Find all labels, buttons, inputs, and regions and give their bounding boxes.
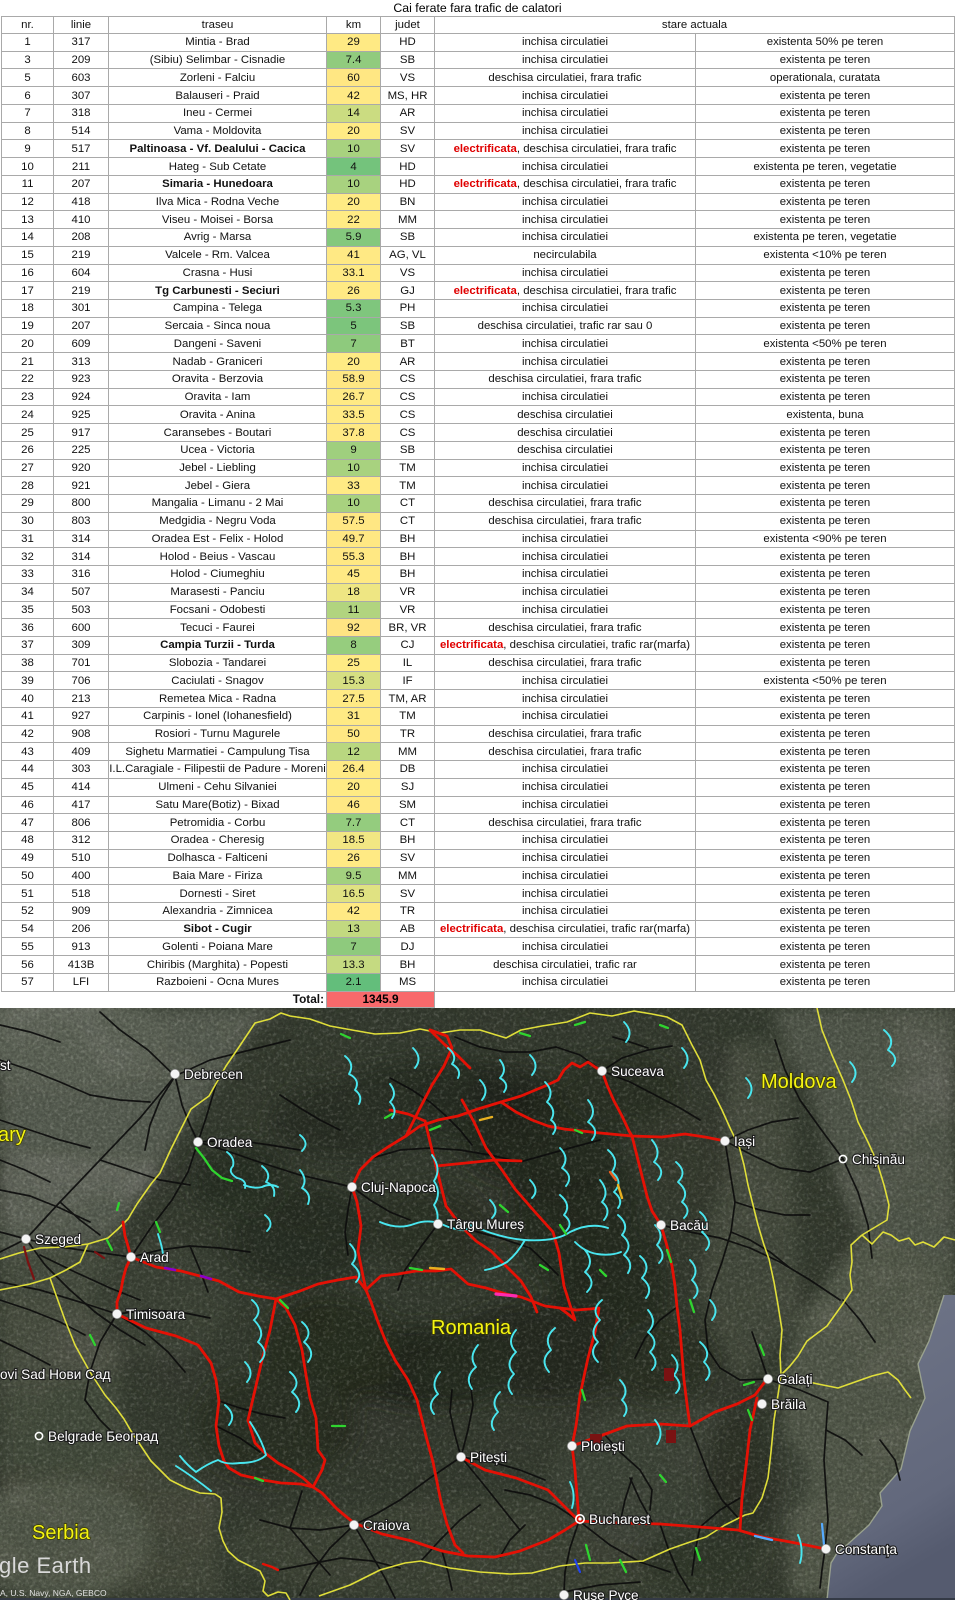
svg-text:Ruse Русе: Ruse Русе: [573, 1588, 639, 1600]
svg-text:Cluj-Napoca: Cluj-Napoca: [361, 1180, 436, 1195]
svg-text:Szeged: Szeged: [35, 1232, 81, 1247]
svg-text:Târgu Mureș: Târgu Mureș: [447, 1217, 524, 1232]
svg-text:Iași: Iași: [734, 1134, 755, 1149]
svg-text:Romania: Romania: [431, 1317, 512, 1339]
svg-text:Craiova: Craiova: [363, 1518, 410, 1533]
svg-text:gle Earth: gle Earth: [0, 1553, 92, 1578]
svg-text:Timisoara: Timisoara: [126, 1307, 186, 1322]
svg-text:A, U.S. Navy, NGA, GEBCO: A, U.S. Navy, NGA, GEBCO: [0, 1588, 107, 1598]
svg-text:Pitești: Pitești: [470, 1450, 507, 1465]
svg-text:Galați: Galați: [777, 1372, 813, 1387]
svg-text:Suceava: Suceava: [611, 1064, 664, 1079]
svg-text:ovi Sad Нови Сад: ovi Sad Нови Сад: [0, 1367, 111, 1382]
svg-text:ary: ary: [0, 1124, 26, 1146]
svg-text:Chișinău: Chișinău: [852, 1152, 905, 1167]
svg-text:Bucharest: Bucharest: [589, 1512, 650, 1527]
svg-text:Arad: Arad: [140, 1250, 169, 1265]
svg-text:Belgrade Београд: Belgrade Београд: [48, 1429, 158, 1444]
svg-text:Constanța: Constanța: [835, 1542, 897, 1557]
svg-text:Debrecen: Debrecen: [184, 1067, 243, 1082]
svg-text:Moldova: Moldova: [761, 1071, 837, 1093]
svg-text:Brăila: Brăila: [771, 1397, 806, 1412]
svg-text:st: st: [0, 1058, 11, 1073]
svg-text:Oradea: Oradea: [207, 1135, 253, 1150]
svg-text:Serbia: Serbia: [32, 1522, 91, 1544]
svg-text:Ploiești: Ploiești: [581, 1439, 625, 1454]
svg-text:Bacău: Bacău: [670, 1218, 709, 1233]
